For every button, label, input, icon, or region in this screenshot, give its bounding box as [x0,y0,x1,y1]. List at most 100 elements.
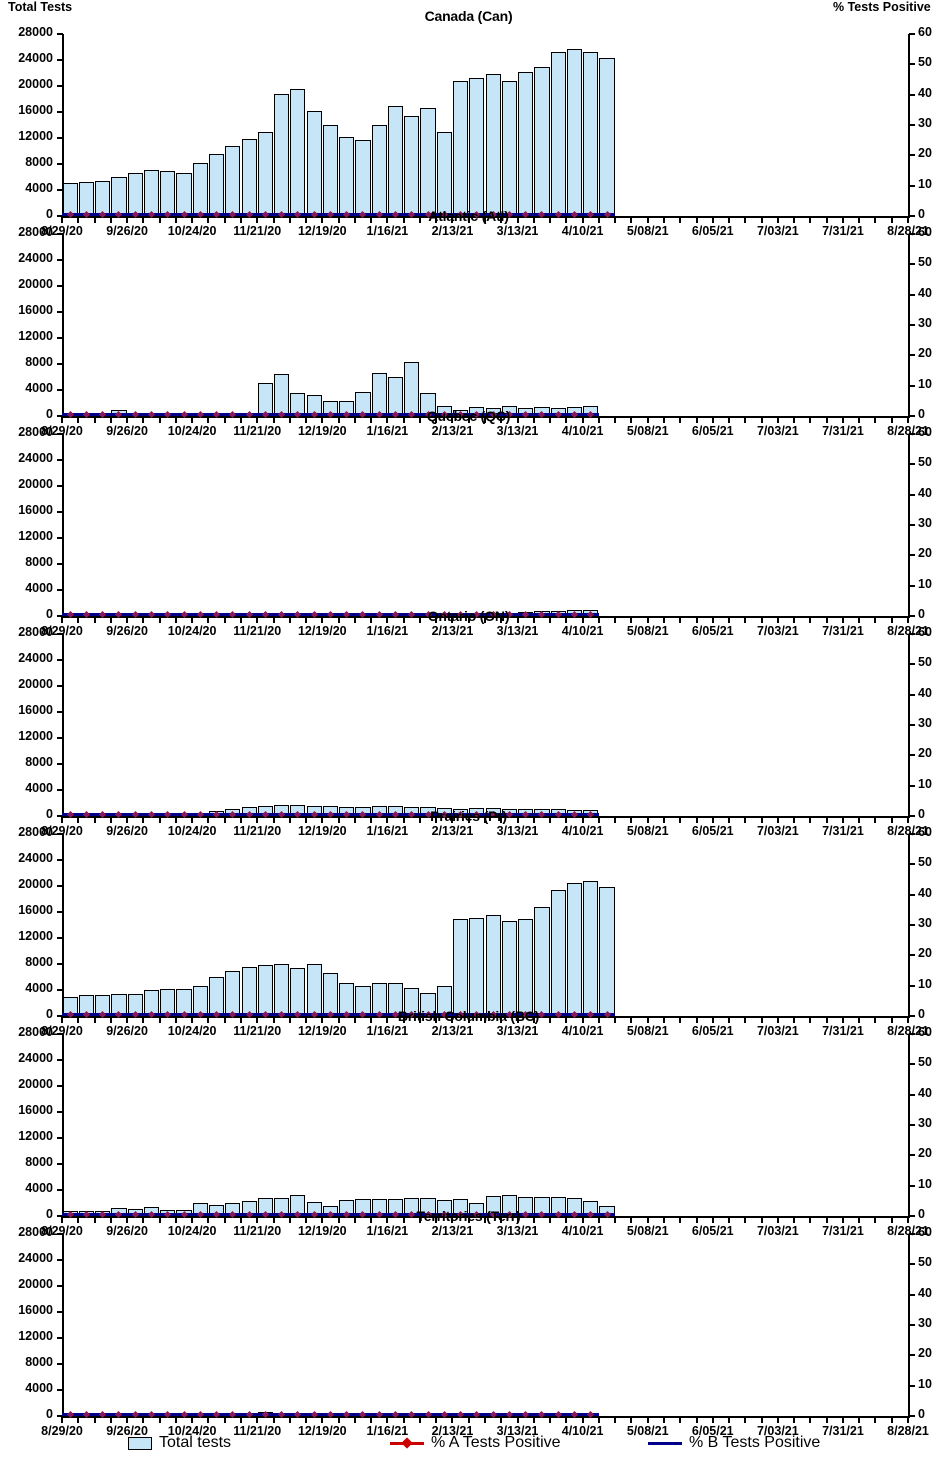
y2-tick-label: 60 [918,25,932,39]
x-tick [890,1017,893,1023]
chart-panel: Atlantic (Atl) 0 4000 8000 12000 16000 20000 24… [0,208,947,437]
x-tick [549,617,552,623]
y2-tick [909,415,915,417]
x-tick [516,617,519,623]
legend-item[interactable]: Total tests [128,1434,231,1452]
x-tick-label: 9/26/20 [106,1424,148,1438]
x-tick-label: 4/10/21 [561,1224,604,1238]
bar [322,125,338,216]
y-tick [57,459,63,461]
legend: Total tests % A Tests Positive % B Tests P… [0,1428,947,1462]
x-tick-label: 5/08/21 [626,1024,669,1038]
y-tick [57,311,63,313]
x-tick-label: 5/08/21 [626,424,669,438]
chart-panel: Territories (Terr) 0 4000 8000 12000 16000 200… [0,1208,947,1437]
y-tick [57,815,63,817]
x-tick [532,1017,535,1023]
x-tick [744,1417,747,1423]
y2-tick [909,263,915,266]
chart-title: Territories (Terr) [416,1208,521,1224]
x-tick [516,1017,519,1023]
x-tick [679,617,682,623]
y-tick [57,833,63,835]
y-tick-label: 16000 [18,503,53,517]
x-tick-label: 10/24/20 [167,824,217,838]
y-tick-label: 28000 [18,425,53,439]
y2-tick-label: 60 [918,825,932,839]
y-tick-label: 28000 [18,825,53,839]
y2-tick [909,93,915,96]
x-tick [549,1417,552,1423]
x-tick [646,1017,649,1023]
x-tick [126,617,129,623]
x-tick [630,217,633,223]
x-tick-label: 10/24/20 [167,1024,217,1038]
y2-tick [909,615,915,617]
x-tick [744,217,747,223]
x-tick [874,217,877,223]
x-tick-label: 2/13/21 [431,224,474,238]
bar [225,146,241,216]
x-tick [158,1217,161,1223]
total-tests-swatch-icon [128,1436,152,1450]
y-tick [57,537,63,539]
x-tick [662,1217,665,1223]
y2-tick [909,1184,915,1187]
bar [453,918,469,1016]
pct-b-positive-line [62,213,616,216]
y-tick-label: 16000 [18,1103,53,1117]
y2-tick [909,954,915,957]
x-tick-label: 6/05/21 [691,1424,734,1438]
x-tick [858,1217,861,1223]
y2-tick-label: 40 [918,885,932,900]
y2-tick-label: 50 [918,1055,932,1070]
x-tick [174,817,177,823]
x-tick [646,817,649,823]
x-tick [305,1417,308,1423]
x-tick [484,1017,486,1023]
y2-tick [909,815,915,817]
x-tick [174,617,177,623]
x-tick [370,417,373,423]
x-tick [695,817,698,823]
x-tick [451,817,454,823]
y-tick-label: 16000 [18,903,53,917]
y2-tick-label: 20 [918,346,932,361]
x-tick [662,417,665,423]
x-tick [402,217,405,223]
x-tick [500,617,503,623]
x-tick-label: 8/29/20 [41,224,83,238]
x-tick-label: 8/29/20 [41,1024,83,1038]
chart-title: Prairies (Pr) [430,808,507,824]
y-tick-label: 20000 [18,677,53,691]
y-tick-label: 0 [46,1407,53,1421]
x-tick-label: 12/19/20 [297,1224,347,1238]
x-tick [239,617,242,623]
x-tick [549,217,552,223]
y-tick [57,1259,63,1261]
y2-tick-label: 0 [918,807,925,821]
legend-item[interactable]: % B Tests Positive [648,1434,820,1452]
x-tick [841,817,844,823]
x-tick [370,1017,373,1023]
x-tick [614,1417,617,1423]
y-tick [57,389,63,391]
x-tick-label: 1/16/21 [366,224,409,238]
left-axis-line [62,1034,64,1216]
x-tick-label: 3/13/21 [496,824,539,838]
x-tick [565,1017,568,1023]
y-tick [57,1337,63,1339]
x-tick [402,1417,405,1423]
x-tick [711,1017,714,1023]
y2-tick [909,1033,915,1035]
y2-tick [909,1384,915,1387]
bar [566,48,583,216]
x-tick-label: 7/03/21 [756,824,799,838]
x-tick [728,1417,731,1423]
x-tick [256,817,259,823]
y-tick-label: 24000 [18,851,53,865]
x-tick [907,417,909,423]
legend-item[interactable]: % A Tests Positive [390,1434,561,1452]
chart-panel: Prairies (Pr) 0 4000 8000 12000 16000 20000 240… [0,808,947,1037]
x-tick-label: 8/28/21 [887,624,929,638]
